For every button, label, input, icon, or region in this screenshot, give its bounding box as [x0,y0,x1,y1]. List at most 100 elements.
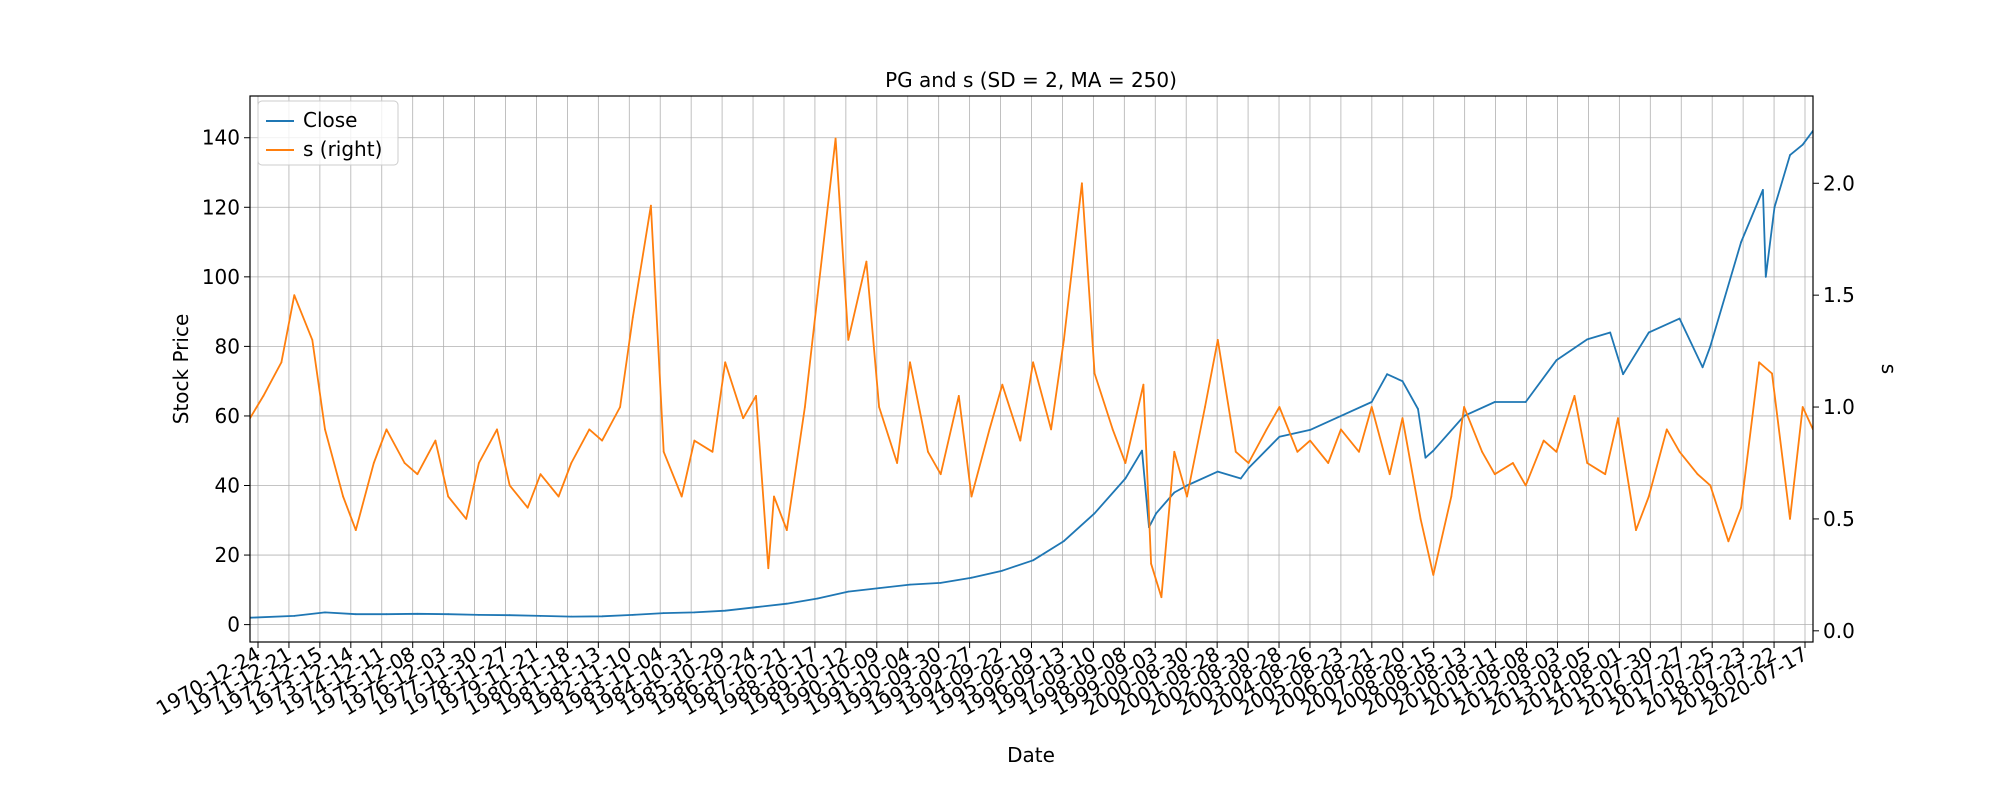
close-data-point [1424,456,1427,459]
s-data-point [1493,473,1496,476]
close-data-point [1789,154,1791,157]
close-data-point [324,611,326,614]
s-data-point [1001,383,1004,386]
legend: Close s (right) [257,100,399,166]
grid-lines [250,96,1813,642]
s-data-point [1019,439,1022,442]
s-data-point [755,395,757,397]
close-data-point [508,614,511,617]
s-data-point [1665,428,1668,431]
s-data-point [526,506,529,509]
s-data-point [909,361,911,364]
close-data-point [1801,143,1804,146]
y-tick-label-left: 120 [202,195,240,219]
close-data-point [1622,373,1624,376]
close-data-point [1432,449,1435,452]
y-tick-label-right: 1.5 [1823,283,1855,307]
s-data-point [1450,495,1453,498]
close-data-point [1309,429,1311,431]
close-data-point [878,587,880,589]
close-data-point [1701,366,1704,369]
close-data-point [1370,401,1373,403]
s-data-point [662,450,665,453]
s-data-point [280,361,283,364]
s-data-point [767,567,770,570]
s-data-point [939,473,942,476]
s-data-point [496,428,498,431]
s-data-point [834,137,837,140]
s-data-point [711,450,714,453]
s-data-point [1512,462,1514,464]
s-data-point [957,395,960,397]
s-data-point [1186,495,1188,498]
s-data-point [680,495,683,498]
plot-area [250,129,1813,619]
close-data-point [1555,359,1558,362]
close-data-point [1709,345,1712,348]
s-data-point [293,294,296,297]
y-tick-label-left: 60 [215,404,240,428]
s-data-point [1709,484,1712,487]
close-data-point [970,576,973,579]
close-data-point [1764,275,1767,278]
y-tick-label-right: 0.5 [1823,507,1855,531]
close-data-point [724,609,727,612]
legend-label-close: Close [303,108,357,132]
s-data-point [742,417,745,420]
s-data-point [403,462,406,464]
close-data-point [1762,189,1764,191]
close-data-point [847,590,850,593]
close-data-point [416,612,419,615]
s-data-point [1327,462,1330,464]
s-data-point [1617,417,1619,420]
close-data-point [1773,206,1776,209]
s-data-point [1635,529,1637,531]
s-data-point [988,428,991,431]
s-data-point [1524,484,1527,487]
close-data-point [1740,241,1742,244]
s-data-point [1401,417,1404,420]
s-data-point [385,428,388,431]
close-data-point [1417,408,1419,410]
x-axis: 1970-12-241971-12-211972-12-151973-12-14… [152,642,1812,721]
s-data-point [1081,182,1083,185]
close-data-point [1678,317,1681,320]
close-data-point [354,613,357,616]
s-data-point [342,495,344,498]
close-data-point [1001,569,1004,572]
s-data-point [262,395,265,397]
s-data-point [1204,406,1206,408]
close-series-line [250,130,1813,619]
y-tick-label-right: 2.0 [1823,171,1855,195]
s-data-point [1340,428,1342,431]
s-data-point [1727,540,1730,543]
s-data-point [927,450,929,453]
close-data-point [1093,512,1096,515]
close-data-point [1340,415,1342,417]
s-data-point [1573,395,1576,397]
y-tick-label-right: 0.0 [1823,619,1855,643]
s-data-point [1388,473,1391,476]
s-data-point [1789,518,1791,520]
close-data-point [1186,484,1188,487]
s-data-point [724,361,727,364]
s-data-point [508,484,511,487]
close-data-point [1401,380,1404,383]
close-data-point [755,606,757,609]
s-data-point [1124,462,1127,464]
close-data-point [662,612,665,614]
close-data-point [1173,491,1176,494]
s-data-point [311,339,314,341]
close-data-point [1609,331,1612,334]
y-tick-label-left: 40 [215,474,240,498]
y-axis-label-right: s [1877,364,1901,374]
close-data-point [785,602,788,605]
s-data-point [970,495,973,498]
close-data-point [1063,540,1065,542]
close-data-point [601,615,603,618]
close-data-point [478,614,480,616]
s-data-point [1050,428,1052,431]
s-data-point [693,439,696,442]
s-data-point [557,495,560,498]
